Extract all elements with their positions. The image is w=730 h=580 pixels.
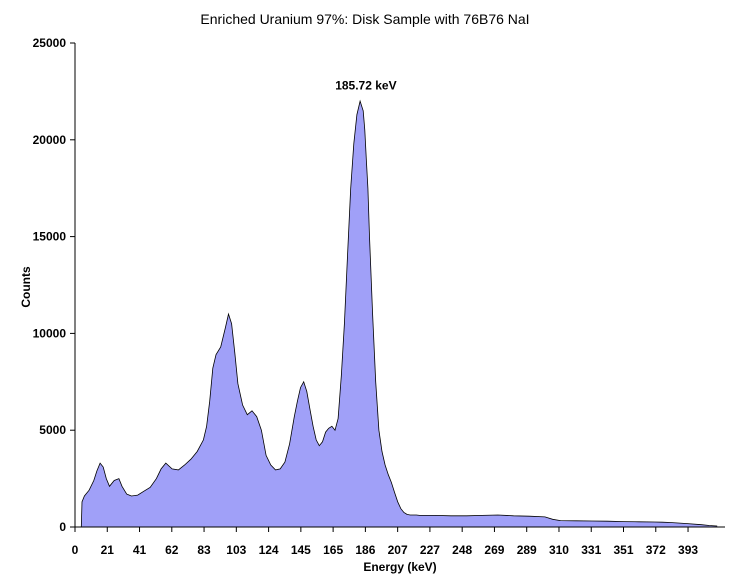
x-tick-label: 248 [452, 543, 472, 557]
x-tick-label: 83 [197, 543, 211, 557]
chart-title: Enriched Uranium 97%: Disk Sample with 7… [200, 11, 529, 27]
x-tick-label: 62 [165, 543, 179, 557]
x-tick-label: 269 [484, 543, 504, 557]
y-tick-label: 20000 [33, 133, 67, 147]
x-tick-label: 103 [226, 543, 246, 557]
x-tick-label: 186 [355, 543, 375, 557]
x-tick-label: 227 [420, 543, 440, 557]
x-tick-label: 145 [291, 543, 311, 557]
spectrum-area [81, 101, 718, 527]
x-tick-label: 372 [646, 543, 666, 557]
x-tick-label: 124 [259, 543, 279, 557]
y-tick-label: 15000 [33, 230, 67, 244]
x-tick-label: 21 [101, 543, 115, 557]
x-tick-label: 207 [388, 543, 408, 557]
x-tick-label: 165 [323, 543, 343, 557]
x-tick-label: 0 [72, 543, 79, 557]
y-axis-ticks: 0 5000 10000 15000 20000 25000 [33, 36, 75, 534]
y-tick-label: 25000 [33, 36, 67, 50]
x-tick-label: 393 [678, 543, 698, 557]
y-tick-label: 5000 [39, 423, 66, 437]
x-tick-label: 289 [517, 543, 537, 557]
x-tick-label: 41 [133, 543, 147, 557]
annotations: 185.72 keV [335, 78, 396, 92]
y-tick-label: 10000 [33, 326, 67, 340]
x-tick-label: 331 [581, 543, 601, 557]
y-axis-label: Counts [19, 266, 33, 308]
y-tick-label: 0 [59, 520, 66, 534]
peak-annotation: 185.72 keV [335, 78, 396, 92]
x-tick-label: 310 [549, 543, 569, 557]
x-tick-label: 351 [613, 543, 633, 557]
x-axis-ticks: 0 21 41 62 83 103 124 145 165 186 207 227 248 269 289 3… [72, 527, 698, 557]
spectrum-line [80, 99, 718, 528]
x-axis-label: Energy (keV) [363, 560, 436, 574]
plot-area [80, 99, 718, 528]
